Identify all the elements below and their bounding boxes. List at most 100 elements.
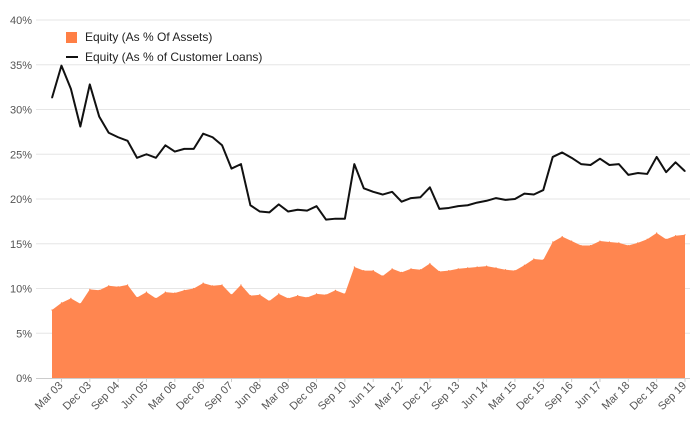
equity-assets-point xyxy=(542,259,544,261)
equity-loans-point xyxy=(70,88,72,90)
equity-loans-point xyxy=(504,199,507,201)
y-tick-label: 40% xyxy=(10,15,32,27)
legend-label-equity-assets: Equity (As % Of Assets) xyxy=(85,30,213,44)
equity-assets-point xyxy=(684,234,686,236)
equity-assets-point xyxy=(249,295,251,297)
equity-loans-point xyxy=(155,157,157,159)
equity-loans-point xyxy=(79,125,81,128)
equity-assets-point xyxy=(372,270,374,272)
equity-assets-point xyxy=(419,269,422,271)
legend-item-equity-assets: Equity (As % Of Assets) xyxy=(66,27,262,47)
equity-assets-point xyxy=(599,240,601,242)
equity-loans-point xyxy=(89,83,91,86)
equity-assets-point xyxy=(268,300,270,302)
equity-assets-point xyxy=(656,232,658,234)
equity-assets-point xyxy=(297,295,299,297)
equity-assets-point xyxy=(495,267,497,269)
equity-assets-point xyxy=(287,297,289,299)
equity-assets-point xyxy=(476,266,478,268)
equity-assets-point xyxy=(353,266,355,268)
legend: Equity (As % Of Assets) Equity (As % of … xyxy=(66,27,262,67)
x-tick-label: Mar 06 xyxy=(146,380,179,413)
equity-loans-point xyxy=(410,197,412,199)
x-tick-label: Sep 16 xyxy=(543,380,576,413)
equity-assets-point xyxy=(126,284,129,286)
equity-assets-point xyxy=(117,286,119,288)
y-tick-label: 15% xyxy=(10,239,32,251)
equity-assets-point xyxy=(278,293,280,295)
equity-assets-point xyxy=(155,297,157,299)
equity-assets-point xyxy=(306,296,308,299)
equity-loans-point xyxy=(183,148,185,150)
y-axis: 0% 5% 10% 15% 20% 25% 30% 35% 40% xyxy=(10,15,32,385)
equity-loans-line xyxy=(51,64,686,221)
equity-assets-point xyxy=(457,268,459,270)
equity-assets-point xyxy=(79,303,81,305)
legend-swatch-line-icon xyxy=(66,56,78,58)
x-tick-label: Dec 12 xyxy=(401,380,434,413)
x-tick-label: Dec 06 xyxy=(174,380,207,413)
equity-loans-point xyxy=(212,136,214,138)
equity-loans-point xyxy=(656,156,658,158)
equity-assets-point xyxy=(391,268,393,270)
legend-swatch-area-icon xyxy=(66,31,77,43)
equity-loans-point xyxy=(249,204,251,206)
equity-loans-point xyxy=(287,210,289,213)
equity-loans-point xyxy=(618,163,620,165)
x-tick-label: Sep 04 xyxy=(89,380,122,413)
equity-loans-point xyxy=(136,157,138,159)
x-tick-label: Sep 10 xyxy=(316,380,349,413)
equity-loans-point xyxy=(297,209,299,211)
equity-loans-point xyxy=(665,171,667,173)
equity-assets-point xyxy=(202,282,204,284)
equity-loans-point xyxy=(382,193,384,196)
equity-loans-point xyxy=(533,193,535,196)
equity-loans-point xyxy=(429,186,431,188)
equity-assets-point xyxy=(230,294,233,296)
equity-assets-points xyxy=(51,232,686,311)
x-tick-label: Sep 07 xyxy=(202,380,235,413)
legend-label-equity-loans: Equity (As % of Customer Loans) xyxy=(85,50,263,64)
equity-loans-point xyxy=(193,148,195,150)
equity-loans-point xyxy=(344,218,346,220)
equity-loans-point xyxy=(514,198,516,200)
equity-loans-point xyxy=(334,218,337,220)
equity-assets-point xyxy=(580,244,582,247)
equity-loans-point xyxy=(230,167,233,170)
equity-assets-point xyxy=(315,293,318,295)
equity-assets-point xyxy=(98,289,100,291)
equity-loans-point xyxy=(523,193,525,195)
equity-loans-point xyxy=(646,173,648,175)
equity-loans-points xyxy=(51,65,686,221)
equity-assets-point xyxy=(438,270,440,273)
equity-loans-point xyxy=(363,187,365,189)
equity-assets-point xyxy=(637,242,639,244)
equity-assets-point xyxy=(467,267,469,269)
equity-assets-point xyxy=(410,268,412,270)
equity-assets-point xyxy=(552,241,554,243)
equity-assets-point xyxy=(212,285,214,287)
x-tick-label: Jun 17 xyxy=(572,380,604,412)
y-tick-label: 20% xyxy=(10,194,32,206)
equity-assets-point xyxy=(523,264,525,266)
equity-loans-point xyxy=(419,196,422,198)
y-tick-label: 30% xyxy=(10,105,32,117)
equity-loans-point xyxy=(589,164,592,166)
equity-loans-point xyxy=(457,205,459,207)
equity-loans-point xyxy=(98,116,100,118)
equity-assets-point xyxy=(60,302,63,304)
equity-loans-point xyxy=(108,132,110,134)
legend-item-equity-loans: Equity (As % of Customer Loans) xyxy=(66,47,262,67)
equity-loans-point xyxy=(268,211,270,214)
equity-loans-point xyxy=(580,163,582,165)
equity-loans-point xyxy=(608,164,611,166)
equity-loans-point xyxy=(202,133,204,135)
equity-assets-point xyxy=(108,285,110,287)
equity-assets-point xyxy=(183,289,185,291)
y-tick-label: 5% xyxy=(16,328,32,340)
x-tick-label: Sep 13 xyxy=(429,380,462,413)
equity-loans-point xyxy=(637,172,639,174)
equity-assets-point xyxy=(145,291,148,293)
equity-assets-point xyxy=(486,265,488,267)
